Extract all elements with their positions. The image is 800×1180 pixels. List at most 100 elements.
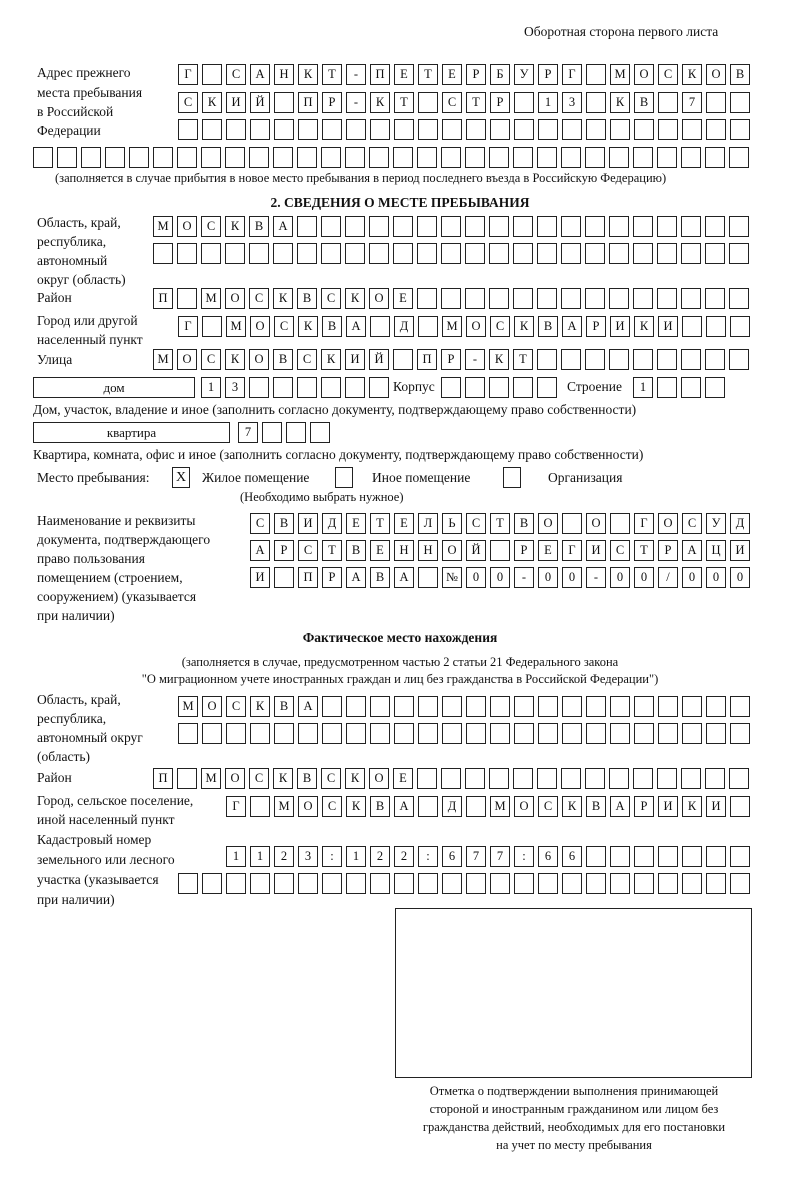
char-cell[interactable] xyxy=(369,216,389,237)
char-cell[interactable] xyxy=(658,696,678,717)
char-cell[interactable] xyxy=(658,119,678,140)
char-cell[interactable]: И xyxy=(586,540,606,561)
char-cell[interactable]: Б xyxy=(490,64,510,85)
char-cell[interactable] xyxy=(681,768,701,789)
char-cell[interactable]: А xyxy=(682,540,702,561)
char-cell[interactable]: А xyxy=(394,796,414,817)
char-cell[interactable]: С xyxy=(321,288,341,309)
char-cell[interactable] xyxy=(297,216,317,237)
char-cell[interactable]: 1 xyxy=(226,846,246,867)
char-cell[interactable] xyxy=(274,873,294,894)
char-cell[interactable] xyxy=(490,119,510,140)
char-cell[interactable] xyxy=(202,119,222,140)
char-cell[interactable] xyxy=(561,147,581,168)
char-cell[interactable]: А xyxy=(394,567,414,588)
char-cell[interactable]: К xyxy=(346,796,366,817)
char-cell[interactable] xyxy=(465,768,485,789)
char-cell[interactable]: - xyxy=(465,349,485,370)
char-cell[interactable]: Р xyxy=(322,567,342,588)
char-cell[interactable] xyxy=(682,846,702,867)
char-cell[interactable] xyxy=(634,696,654,717)
char-cell[interactable] xyxy=(489,768,509,789)
char-cell[interactable] xyxy=(345,147,365,168)
char-cell[interactable]: А xyxy=(273,216,293,237)
char-cell[interactable] xyxy=(250,796,270,817)
char-cell[interactable]: Г xyxy=(634,513,654,534)
char-cell[interactable] xyxy=(441,243,461,264)
char-cell[interactable] xyxy=(610,723,630,744)
char-cell[interactable]: О xyxy=(177,349,197,370)
char-cell[interactable] xyxy=(586,119,606,140)
char-cell[interactable] xyxy=(418,119,438,140)
char-cell[interactable] xyxy=(585,768,605,789)
char-cell[interactable] xyxy=(730,796,750,817)
char-cell[interactable] xyxy=(586,64,606,85)
char-cell[interactable]: - xyxy=(346,64,366,85)
char-cell[interactable]: С xyxy=(226,696,246,717)
char-cell[interactable] xyxy=(441,216,461,237)
char-cell[interactable]: И xyxy=(298,513,318,534)
char-cell[interactable] xyxy=(393,216,413,237)
char-cell[interactable]: В xyxy=(730,64,750,85)
char-cell[interactable]: Т xyxy=(513,349,533,370)
char-cell[interactable]: П xyxy=(417,349,437,370)
char-cell[interactable]: Ц xyxy=(706,540,726,561)
char-cell[interactable] xyxy=(178,873,198,894)
char-cell[interactable] xyxy=(537,147,557,168)
char-cell[interactable] xyxy=(441,768,461,789)
char-cell[interactable] xyxy=(370,873,390,894)
char-cell[interactable]: С xyxy=(442,92,462,113)
char-cell[interactable] xyxy=(490,873,510,894)
char-cell[interactable] xyxy=(418,567,438,588)
char-cell[interactable]: И xyxy=(610,316,630,337)
char-cell[interactable] xyxy=(466,796,486,817)
char-cell[interactable] xyxy=(537,349,557,370)
char-cell[interactable]: Р xyxy=(634,796,654,817)
char-cell[interactable] xyxy=(538,696,558,717)
char-cell[interactable] xyxy=(177,243,197,264)
char-cell[interactable] xyxy=(393,147,413,168)
char-cell[interactable]: М xyxy=(442,316,462,337)
char-cell[interactable] xyxy=(249,243,269,264)
char-cell[interactable]: 3 xyxy=(225,377,245,398)
char-cell[interactable]: К xyxy=(682,796,702,817)
char-cell[interactable] xyxy=(729,147,749,168)
char-cell[interactable] xyxy=(634,119,654,140)
char-cell[interactable] xyxy=(657,768,677,789)
char-cell[interactable] xyxy=(274,723,294,744)
char-cell[interactable] xyxy=(441,377,461,398)
char-cell[interactable]: 1 xyxy=(250,846,270,867)
char-cell[interactable] xyxy=(322,873,342,894)
char-cell[interactable]: А xyxy=(250,64,270,85)
char-cell[interactable]: М xyxy=(201,768,221,789)
char-cell[interactable] xyxy=(321,377,341,398)
char-cell[interactable]: М xyxy=(490,796,510,817)
char-cell[interactable] xyxy=(633,216,653,237)
char-cell[interactable] xyxy=(562,873,582,894)
char-cell[interactable] xyxy=(706,92,726,113)
char-cell[interactable] xyxy=(417,216,437,237)
char-cell[interactable] xyxy=(226,723,246,744)
char-cell[interactable] xyxy=(370,696,390,717)
char-cell[interactable]: Л xyxy=(418,513,438,534)
char-cell[interactable]: С xyxy=(249,288,269,309)
char-cell[interactable] xyxy=(586,723,606,744)
char-cell[interactable]: О xyxy=(442,540,462,561)
char-cell[interactable]: К xyxy=(634,316,654,337)
char-cell[interactable] xyxy=(322,723,342,744)
char-cell[interactable] xyxy=(417,768,437,789)
char-cell[interactable]: К xyxy=(370,92,390,113)
char-cell[interactable]: П xyxy=(153,288,173,309)
house-type-field[interactable]: дом xyxy=(33,377,195,398)
char-cell[interactable]: И xyxy=(658,796,678,817)
char-cell[interactable]: О xyxy=(466,316,486,337)
char-cell[interactable] xyxy=(225,243,245,264)
char-cell[interactable] xyxy=(658,846,678,867)
char-cell[interactable] xyxy=(273,243,293,264)
char-cell[interactable]: 1 xyxy=(633,377,653,398)
char-cell[interactable]: С xyxy=(610,540,630,561)
char-cell[interactable]: Н xyxy=(418,540,438,561)
char-cell[interactable] xyxy=(729,349,749,370)
char-cell[interactable] xyxy=(609,216,629,237)
char-cell[interactable] xyxy=(345,243,365,264)
